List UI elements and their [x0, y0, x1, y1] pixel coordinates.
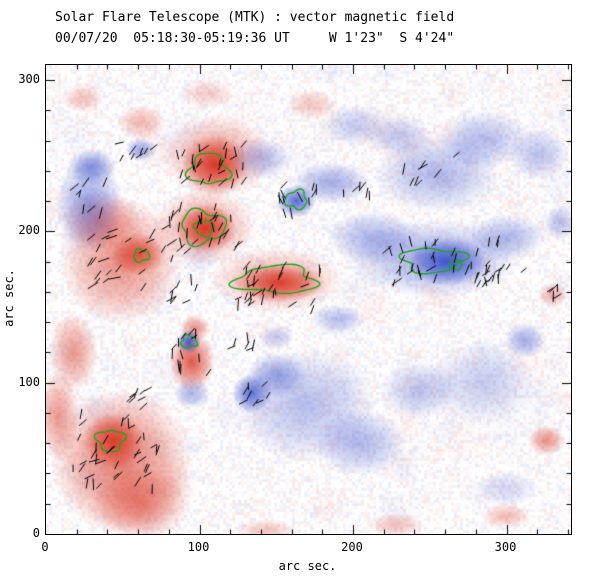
plot-area	[45, 64, 572, 535]
y-axis-label: arc sec.	[2, 269, 16, 327]
chart-title: Solar Flare Telescope (MTK) : vector mag…	[55, 10, 455, 25]
x-tick-label: 0	[41, 540, 49, 554]
y-tick-label: 0	[32, 526, 40, 540]
magnetogram-canvas	[46, 65, 571, 534]
x-tick-label: 200	[341, 540, 363, 554]
x-axis-label: arc sec.	[278, 559, 337, 573]
x-tick-label: 100	[187, 540, 210, 554]
chart-subtitle: 00/07/20 05:18:30-05:19:36 UT W 1'23" S …	[55, 31, 455, 46]
y-tick-label: 200	[18, 223, 40, 238]
x-tick-label: 300	[494, 540, 517, 554]
y-tick-label: 300	[18, 72, 40, 87]
y-tick-label: 100	[18, 374, 40, 389]
